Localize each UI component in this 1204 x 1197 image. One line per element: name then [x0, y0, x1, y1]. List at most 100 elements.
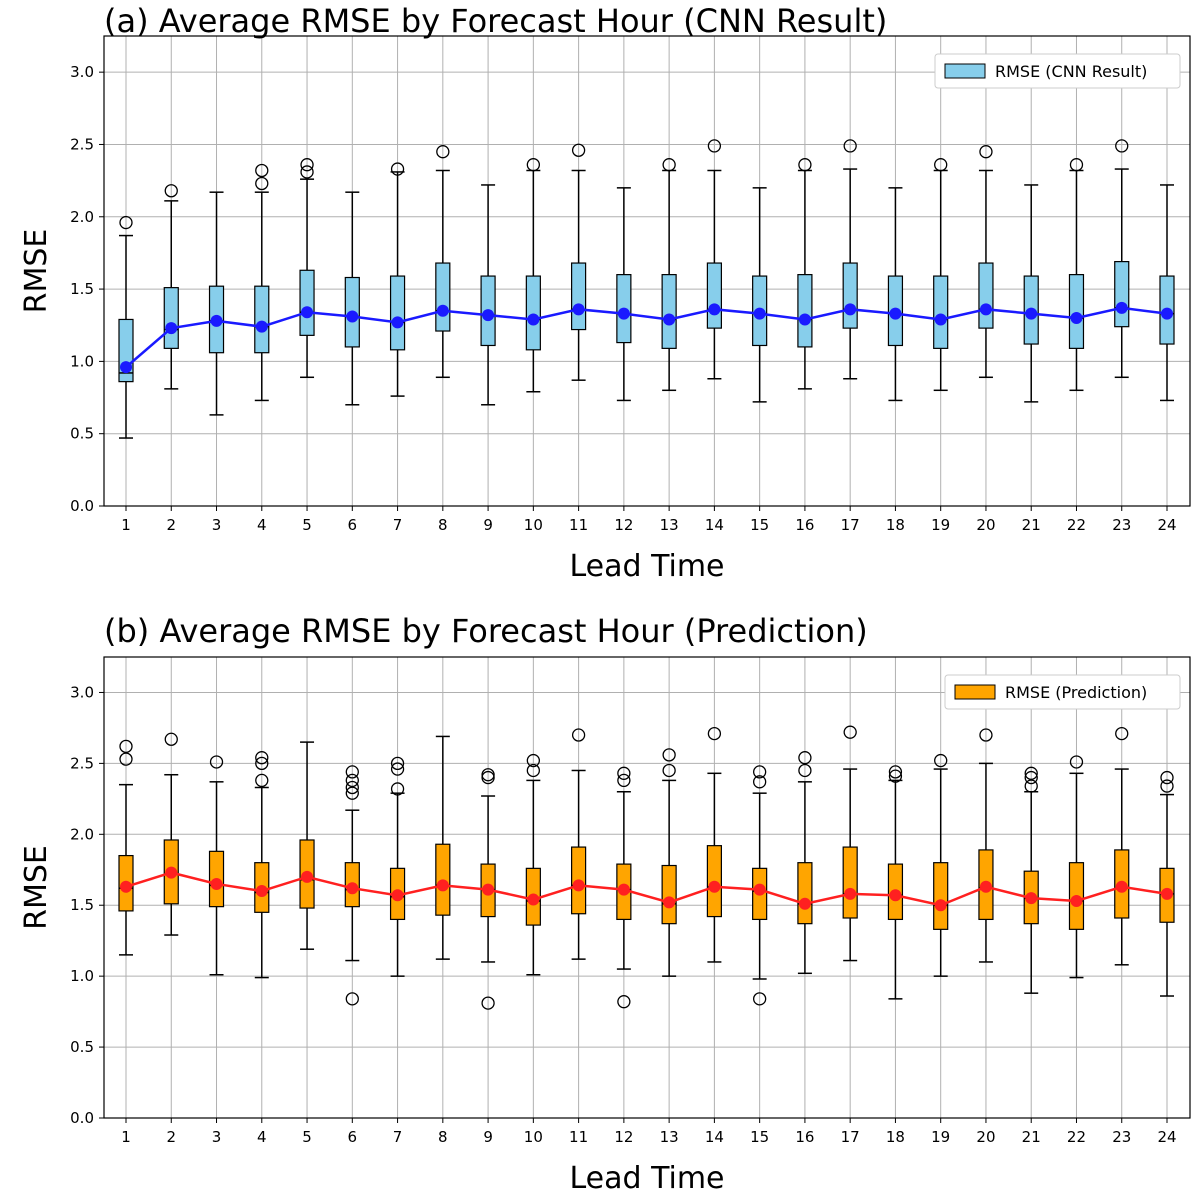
mean-point — [572, 303, 585, 316]
x-tick-label: 6 — [348, 516, 358, 534]
box-iqr — [797, 862, 813, 925]
flier-point — [255, 751, 269, 765]
x-tick-label: 5 — [302, 516, 312, 534]
box-17 — [842, 139, 858, 380]
axes-frame — [103, 656, 1191, 1119]
flier-point — [119, 215, 133, 230]
box-iqr — [933, 275, 949, 349]
mean-point — [798, 313, 811, 326]
box-iqr — [933, 862, 949, 930]
flier-point — [1115, 726, 1129, 741]
flier-point — [753, 765, 767, 779]
box-13 — [661, 158, 677, 392]
mean-point — [1161, 307, 1173, 320]
flier-point — [1115, 139, 1129, 153]
legend: RMSE (CNN Result) — [934, 53, 1181, 89]
box-iqr — [706, 262, 722, 329]
box-5 — [299, 741, 315, 950]
mean-point — [301, 870, 314, 883]
box-12 — [616, 187, 632, 402]
flier-point — [888, 765, 903, 779]
box-1 — [118, 215, 134, 439]
box-19 — [933, 753, 949, 977]
x-tick-label: 18 — [886, 516, 905, 534]
flier-point — [390, 762, 405, 776]
mean-point — [120, 880, 132, 893]
x-tick-label: 6 — [348, 1128, 358, 1146]
flier-point — [617, 773, 631, 788]
box-18 — [887, 187, 904, 402]
flier-point — [798, 158, 812, 172]
x-tick-label: 20 — [976, 1128, 995, 1146]
flier-point — [888, 769, 903, 783]
flier-point — [481, 768, 495, 782]
y-axis-label: RMSE — [19, 229, 54, 314]
flier-point — [571, 143, 586, 157]
mean-point — [391, 316, 404, 329]
box-iqr — [571, 262, 587, 331]
x-tick-label: 17 — [841, 516, 860, 534]
mean-point — [1161, 887, 1173, 900]
y-tick-label: 3.0 — [70, 63, 94, 81]
y-tick-label: 2.0 — [70, 208, 94, 226]
x-tick-label: 2 — [166, 1128, 176, 1146]
mean-point — [210, 314, 223, 327]
mean-point — [1070, 894, 1083, 907]
x-tick-label: 21 — [1022, 1128, 1041, 1146]
mean-point — [1070, 312, 1083, 324]
box-20 — [978, 145, 994, 379]
box-16 — [797, 158, 813, 390]
y-axis-label: RMSE — [19, 845, 54, 930]
box-22 — [1068, 755, 1085, 979]
y-tick-label: 0.0 — [70, 497, 94, 515]
mean-point — [617, 307, 630, 320]
mean-point — [889, 307, 902, 320]
mean-point — [346, 310, 359, 323]
mean-point — [617, 883, 630, 896]
legend-label: RMSE (CNN Result) — [995, 62, 1147, 81]
flier-point — [345, 786, 359, 800]
flier-point — [753, 992, 767, 1006]
mean-point — [482, 309, 495, 322]
mean-point — [120, 361, 132, 374]
box-iqr — [1114, 261, 1130, 328]
x-tick-label: 17 — [841, 1128, 860, 1146]
box-22 — [1068, 158, 1085, 392]
x-axis-label: Lead Time — [569, 549, 724, 584]
flier-point — [798, 763, 812, 778]
x-tick-label: 23 — [1112, 1128, 1131, 1146]
box-11 — [571, 143, 587, 381]
x-tick-label: 4 — [257, 516, 267, 534]
box-4 — [254, 163, 270, 402]
mean-point — [482, 883, 495, 896]
flier-point — [753, 775, 767, 789]
box-2 — [163, 184, 179, 390]
box-17 — [842, 725, 858, 962]
x-tick-label: 10 — [524, 516, 543, 534]
flier-point — [481, 996, 495, 1010]
mean-point — [798, 897, 811, 910]
box-iqr — [299, 269, 315, 336]
y-tick-label: 0.5 — [70, 1038, 94, 1056]
y-tick-label: 1.0 — [70, 967, 94, 985]
mean-line — [125, 871, 1168, 907]
y-tick-label: 2.5 — [70, 135, 94, 153]
legend: RMSE (Prediction) — [944, 674, 1181, 710]
mean-point — [391, 889, 404, 902]
x-tick-label: 13 — [660, 1128, 679, 1146]
box-iqr — [978, 262, 994, 329]
mean-point — [753, 883, 766, 896]
x-tick-label: 15 — [750, 1128, 769, 1146]
box-iqr — [435, 262, 451, 332]
mean-point — [889, 889, 902, 902]
x-tick-label: 5 — [302, 1128, 312, 1146]
flier-point — [119, 752, 133, 766]
flier-point — [119, 739, 133, 754]
box-3 — [208, 755, 225, 976]
flier-point — [345, 780, 359, 795]
box-10 — [525, 753, 541, 976]
mean-point — [255, 885, 268, 898]
mean-point — [708, 303, 721, 316]
